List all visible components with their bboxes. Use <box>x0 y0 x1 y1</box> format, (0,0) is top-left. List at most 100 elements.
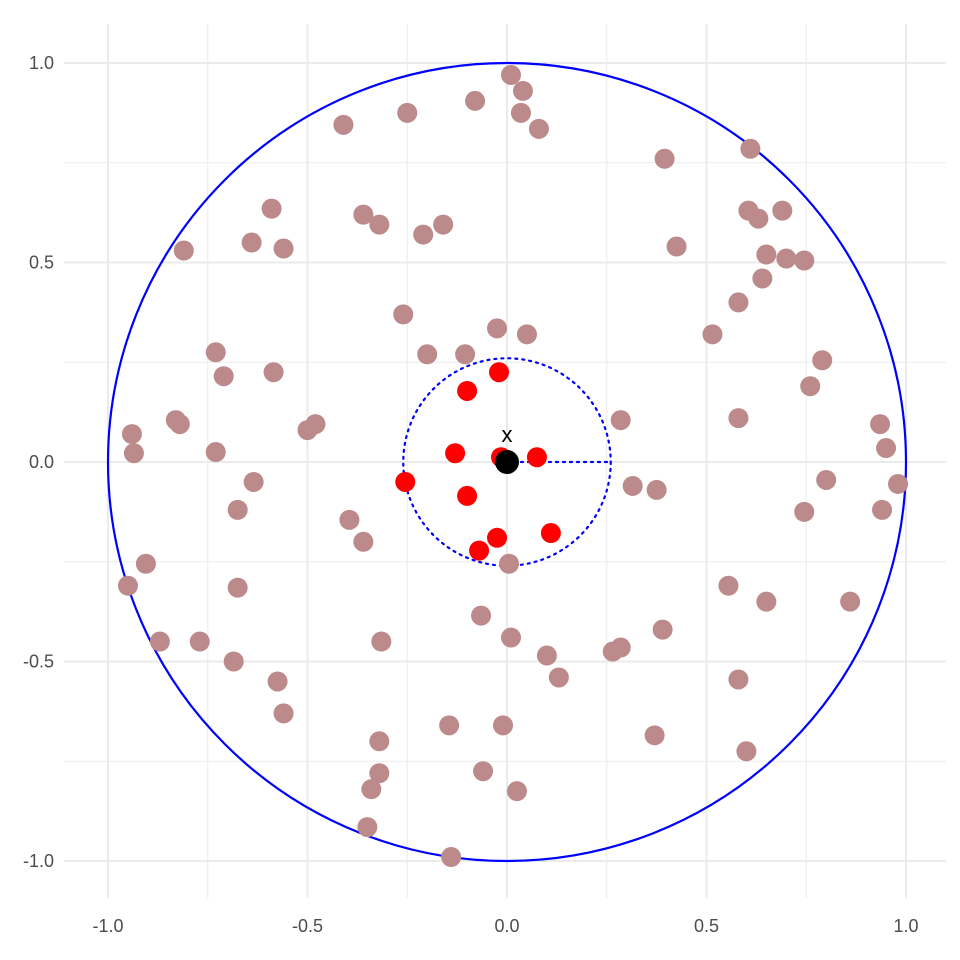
outside-point <box>369 731 390 752</box>
outside-point <box>393 304 414 325</box>
outside-point <box>433 214 454 235</box>
y-tick-label: -0.5 <box>23 652 54 672</box>
outside-point <box>339 509 360 530</box>
outside-point <box>752 268 773 289</box>
outside-point <box>740 138 761 159</box>
outside-point <box>205 342 226 363</box>
outside-point <box>840 591 861 612</box>
y-tick-label: -1.0 <box>23 851 54 871</box>
outside-point <box>357 817 378 838</box>
outside-point <box>756 591 777 612</box>
outside-point <box>506 781 527 802</box>
center-point <box>495 450 519 474</box>
outside-point <box>728 669 749 690</box>
outside-point <box>417 344 438 365</box>
outside-point <box>498 553 519 574</box>
outside-point <box>652 619 673 640</box>
outside-point <box>473 761 494 782</box>
outside-point <box>227 577 248 598</box>
outside-point <box>718 575 739 596</box>
outside-point <box>273 703 294 724</box>
outside-point <box>548 667 569 688</box>
outside-point <box>510 102 531 123</box>
outside-point <box>273 238 294 259</box>
outside-point <box>800 376 821 397</box>
center-layer: x <box>495 422 519 474</box>
outside-point <box>189 631 210 652</box>
inside-point <box>457 485 478 506</box>
outside-point <box>261 198 282 219</box>
x-tick-label: -0.5 <box>292 916 323 936</box>
x-tick-label: 0.0 <box>494 916 519 936</box>
outside-point <box>812 350 833 371</box>
outside-point <box>794 250 815 271</box>
outside-point <box>736 741 757 762</box>
outside-point <box>213 366 234 387</box>
outside-point <box>441 847 462 868</box>
x-axis-tick-labels: -1.0 -0.5 0.0 0.5 1.0 <box>92 916 918 936</box>
inside-point <box>540 523 561 544</box>
outside-point <box>622 475 643 496</box>
outside-point <box>500 64 521 85</box>
outside-point <box>149 631 170 652</box>
outside-point <box>756 244 777 265</box>
outside-point <box>516 324 537 345</box>
outside-point <box>353 531 374 552</box>
outside-point <box>872 499 893 520</box>
inside-point <box>526 447 547 468</box>
outside-point <box>369 214 390 235</box>
y-tick-label: 0.0 <box>29 452 54 472</box>
outside-point <box>205 442 226 463</box>
outside-point <box>888 473 909 494</box>
outer-circle <box>106 61 908 863</box>
y-axis-tick-labels: -1.0 -0.5 0.0 0.5 1.0 <box>23 53 54 871</box>
outside-point <box>772 200 793 221</box>
inside-point <box>487 527 508 548</box>
outside-point <box>471 605 492 626</box>
outside-point <box>602 641 623 662</box>
outside-point <box>455 344 476 365</box>
outside-point <box>361 779 382 800</box>
outside-point <box>333 114 354 135</box>
outside-point <box>728 292 749 313</box>
outside-point <box>413 224 434 245</box>
y-tick-label: 1.0 <box>29 53 54 73</box>
outside-point <box>169 414 190 435</box>
x-tick-label: -1.0 <box>92 916 123 936</box>
outside-point <box>870 414 891 435</box>
outside-point <box>794 501 815 522</box>
outside-point <box>500 627 521 648</box>
outside-point <box>267 671 288 692</box>
outside-point <box>117 575 138 596</box>
outside-point <box>644 725 665 746</box>
outside-point <box>243 471 264 492</box>
outside-point <box>465 90 486 111</box>
outside-point <box>748 208 769 229</box>
points-layer <box>117 64 909 868</box>
outside-point <box>487 318 508 339</box>
inside-point <box>395 471 416 492</box>
outside-point <box>397 102 418 123</box>
outside-point <box>493 715 514 736</box>
outside-point <box>728 408 749 429</box>
outside-point <box>135 553 156 574</box>
outside-point <box>297 420 318 441</box>
outside-point <box>369 763 390 784</box>
center-point-label: x <box>502 422 513 447</box>
outside-point <box>528 118 549 139</box>
outside-point <box>121 424 142 445</box>
outside-point <box>227 499 248 520</box>
x-tick-label: 1.0 <box>893 916 918 936</box>
outside-point <box>666 236 687 257</box>
y-tick-label: 0.5 <box>29 253 54 273</box>
outside-point <box>353 204 374 225</box>
inside-point <box>489 362 510 383</box>
outside-point <box>263 362 284 383</box>
outside-point <box>123 443 144 464</box>
outside-point <box>702 324 723 345</box>
outside-point <box>512 80 533 101</box>
outside-point <box>223 651 244 672</box>
outside-point <box>536 645 557 666</box>
